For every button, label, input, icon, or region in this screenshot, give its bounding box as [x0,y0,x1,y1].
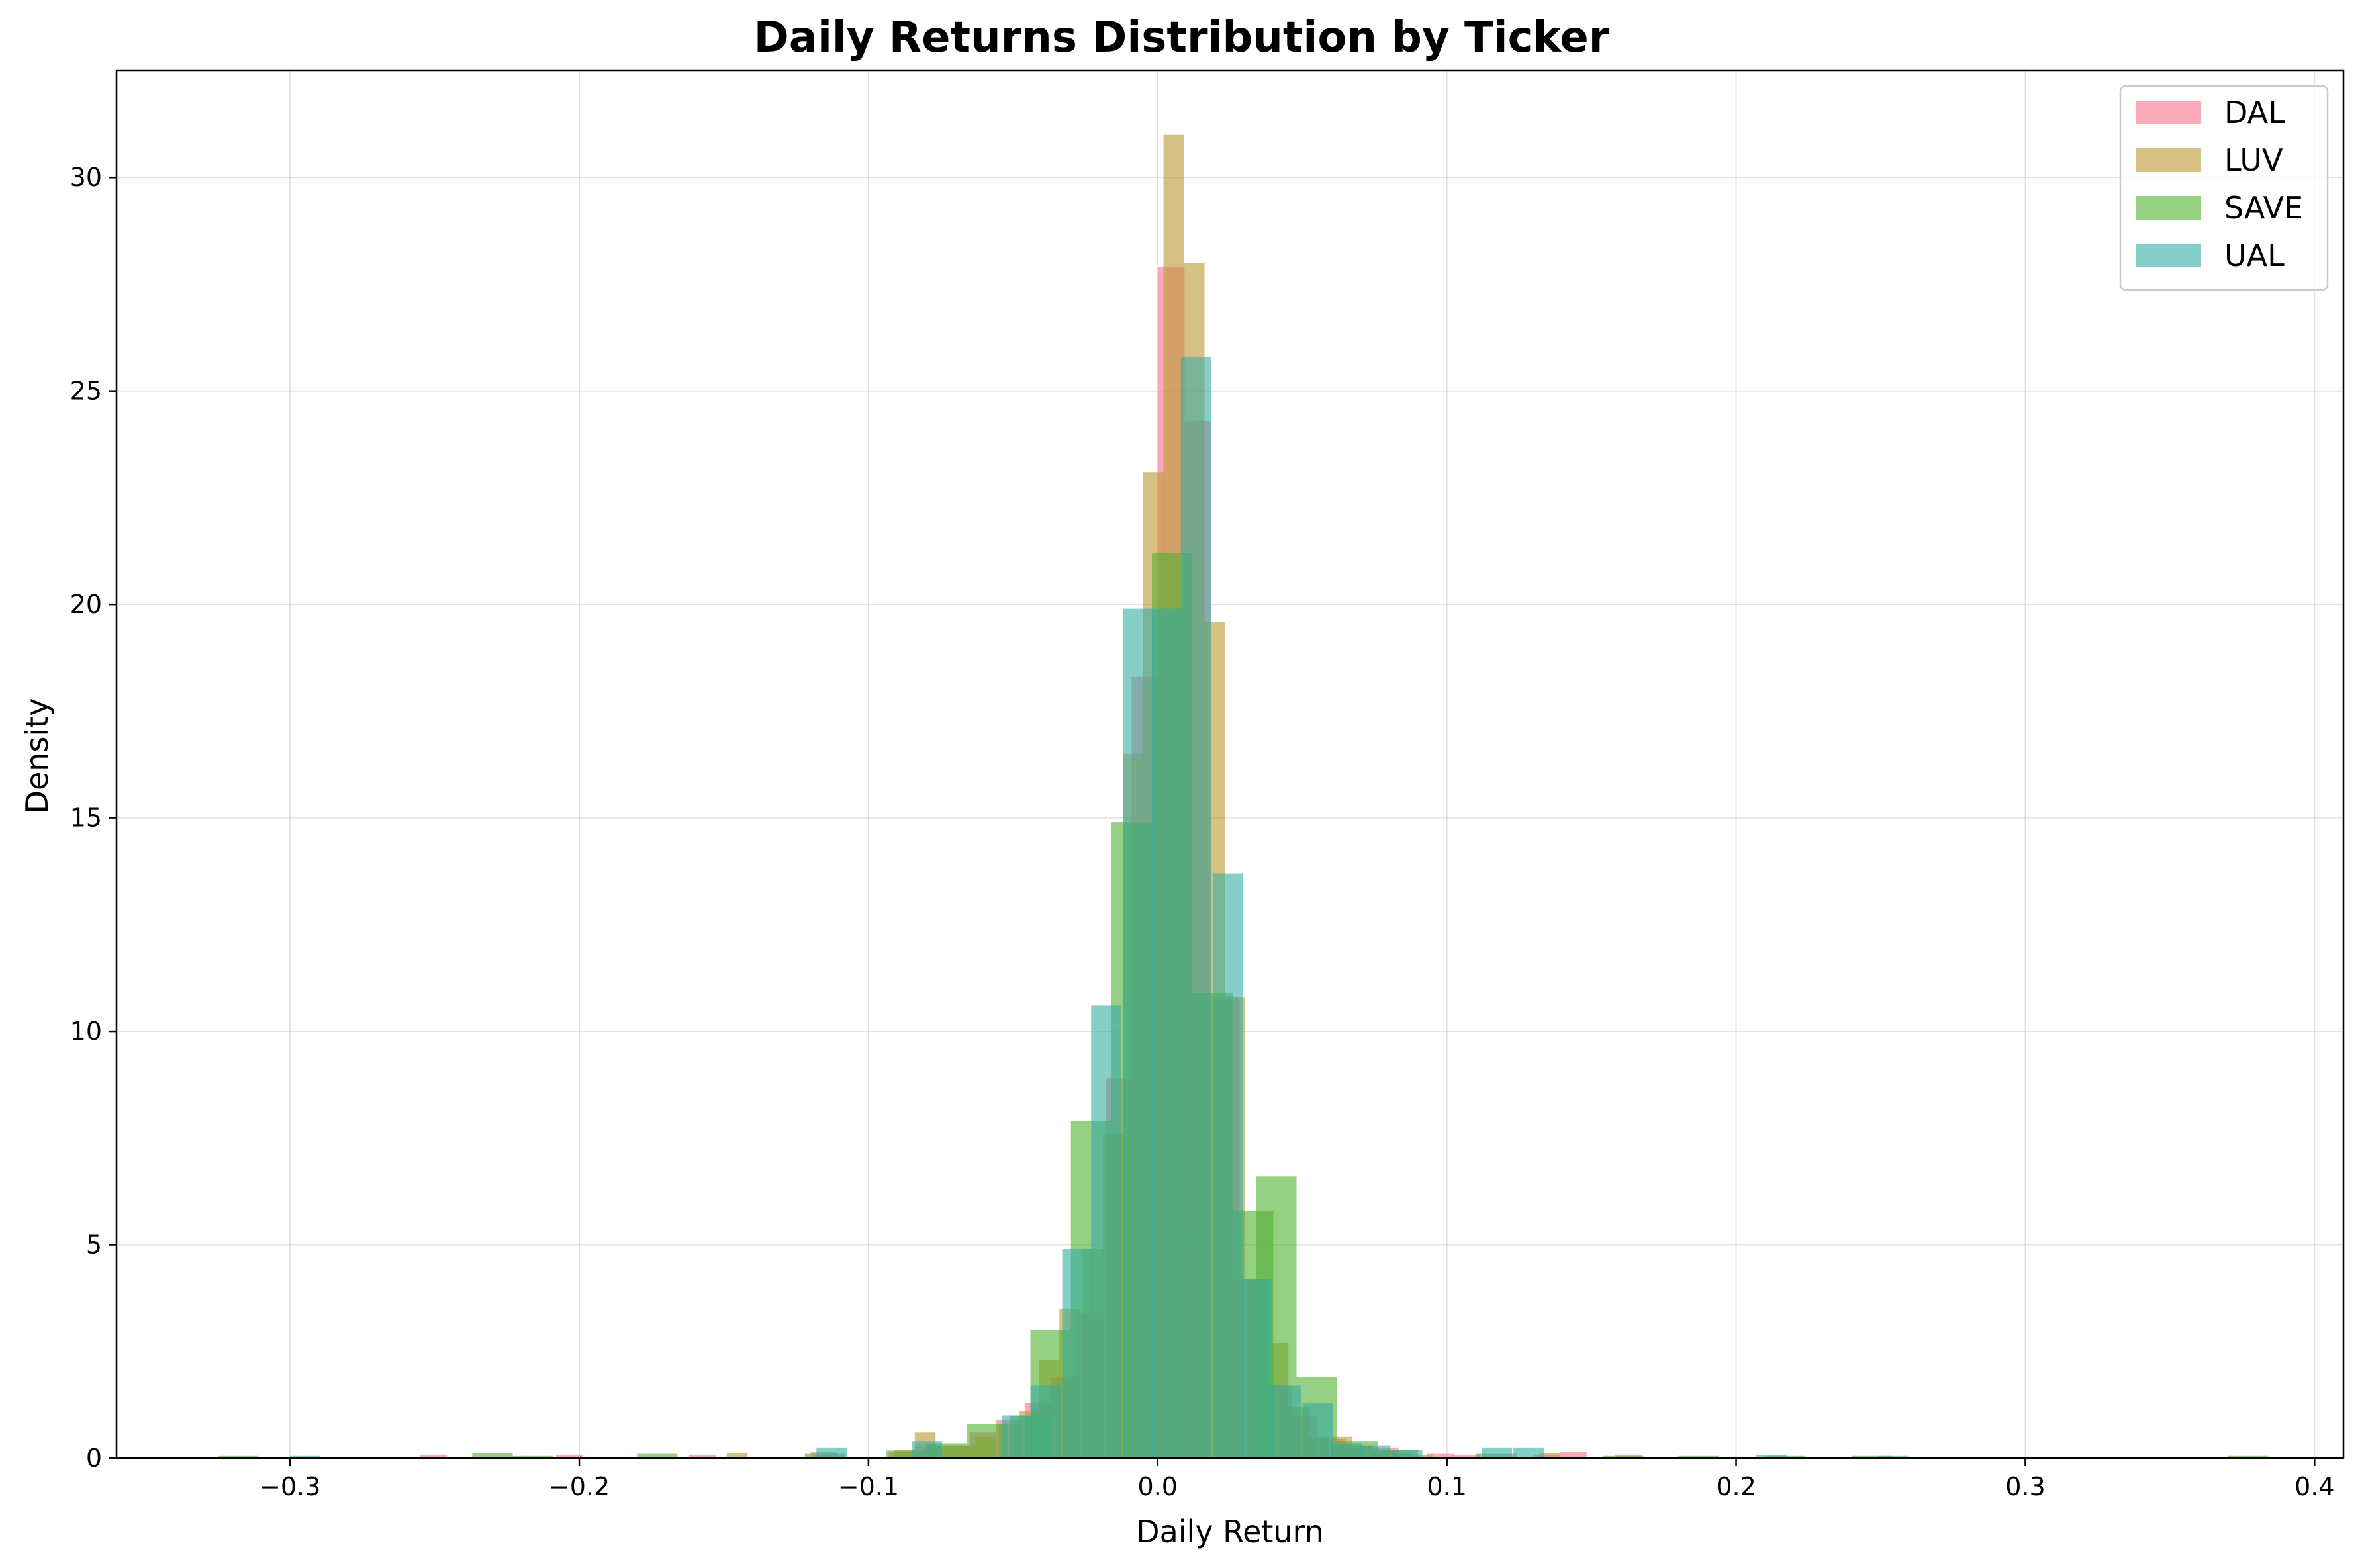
y-tick-label: 25 [70,377,102,406]
y-tick-label: 30 [70,163,102,192]
histogram-bar [2228,1455,2269,1458]
histogram-bar [1539,1453,1560,1458]
histogram-bar [217,1455,259,1458]
series-ual [290,357,1909,1459]
histogram-bar [1001,1415,1032,1458]
legend-item-dal: DAL [2136,95,2285,130]
y-tick-label: 20 [70,590,102,619]
histogram-bar [1212,873,1243,1458]
legend-label: LUV [2224,142,2283,178]
histogram-bar [1331,1443,1362,1458]
legend-label: DAL [2224,95,2285,130]
histogram-bar [1513,1447,1544,1458]
histogram-bar [1852,1455,1893,1458]
y-tick-label: 0 [86,1444,102,1473]
y-axis-label: Density [19,698,55,814]
legend-swatch [2136,196,2201,220]
legend-swatch [2136,148,2201,172]
y-axis: 0 5 10 15 20 25 30 [70,163,117,1473]
histogram-bar [1392,1450,1423,1458]
bars [217,134,2269,1459]
histogram-bar [637,1453,678,1458]
histogram-bar [967,1424,1008,1458]
histogram-bar [1091,1005,1122,1458]
histogram-bar [816,1447,847,1458]
y-tick-label: 15 [70,804,102,833]
legend: DAL LUV SAVE UAL [2119,85,2329,291]
x-tick-label: 0.2 [1716,1472,1756,1501]
x-tick-label: 0.1 [1427,1472,1466,1501]
chart-title: Daily Returns Distribution by Ticker [754,13,1610,62]
histogram-bar [1452,1454,1480,1458]
histogram-bar [1152,608,1182,1459]
histogram-bar [1302,1403,1333,1458]
histogram-bar [689,1454,716,1458]
histogram-bar [726,1453,748,1458]
plot-frame [115,69,2345,1459]
x-axis-label: Daily Return [1136,1514,1324,1549]
histogram-bar [1482,1447,1512,1458]
histogram-bar [1756,1454,1787,1458]
legend-item-ual: UAL [2136,238,2285,273]
legend-box [2119,85,2329,291]
histogram-bar [1427,1453,1454,1458]
histogram-bar [1603,1455,1644,1458]
histogram-bar [420,1454,448,1458]
histogram-bar [1270,1385,1301,1458]
histogram-bar [290,1455,321,1458]
x-tick-label: −0.2 [549,1472,610,1501]
histogram-bar [472,1453,513,1458]
histogram-bar [1678,1455,1719,1458]
x-axis: −0.3 −0.2 −0.1 0.0 0.1 0.2 0.3 0.4 [260,1458,2335,1501]
histogram-bar [1030,1385,1061,1458]
x-tick-label: 0.0 [1138,1472,1178,1501]
histogram-bar [1123,608,1154,1459]
histogram-bar [1412,1454,1433,1458]
x-tick-label: −0.1 [838,1472,899,1501]
legend-label: SAVE [2224,190,2303,226]
histogram-bar [1560,1452,1587,1458]
histogram-bar [912,1441,943,1458]
x-tick-label: −0.3 [260,1472,320,1501]
histogram-bar [1241,1279,1272,1458]
histogram-bar [1062,1248,1093,1458]
legend-swatch [2136,244,2201,267]
legend-item-luv: LUV [2136,142,2283,178]
histogram-bar [1877,1455,1909,1458]
legend-label: UAL [2224,238,2285,273]
y-tick-label: 10 [70,1017,102,1046]
histogram-bar [1180,357,1211,1459]
y-tick-label: 5 [86,1230,102,1260]
x-tick-label: 0.4 [2294,1472,2334,1501]
histogram-bar [1360,1445,1391,1458]
histogram-bar [512,1455,553,1458]
legend-swatch [2136,101,2201,124]
histogram-bar [556,1454,583,1458]
legend-item-save: SAVE [2136,190,2303,226]
x-tick-label: 0.3 [2005,1472,2045,1501]
histogram-bar [886,1450,927,1458]
